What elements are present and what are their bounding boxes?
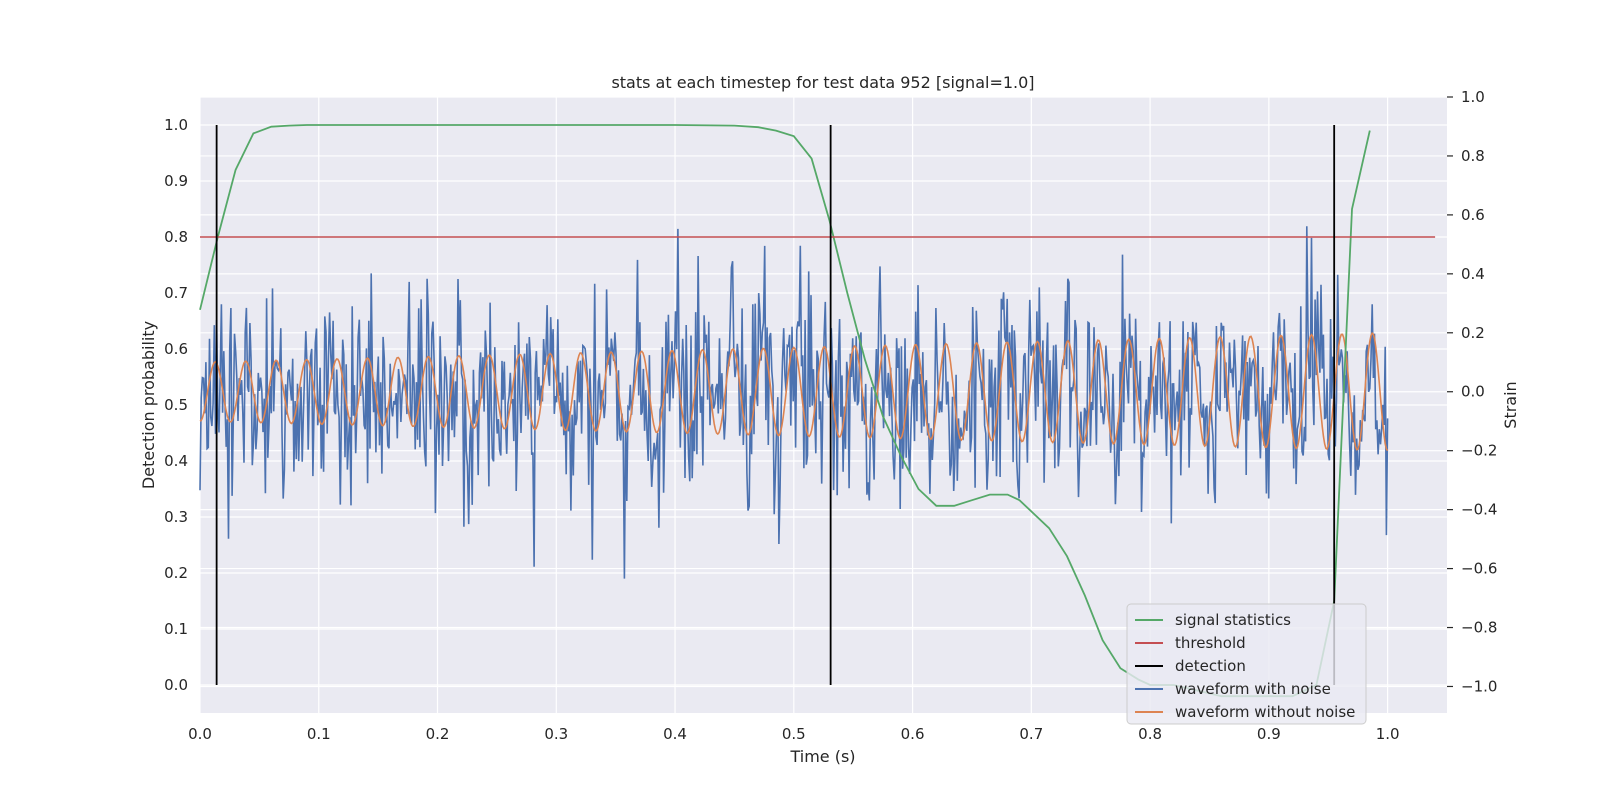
y2-tick-label: −0.2 [1461, 442, 1497, 460]
x-tick-label: 0.6 [901, 725, 925, 743]
legend-label: detection [1175, 657, 1246, 675]
x-axis-label: Time (s) [789, 747, 855, 766]
y2-tick-label: 0.8 [1461, 147, 1485, 165]
y-tick-label: 0.1 [164, 620, 188, 638]
y-axis-label: Detection probability [139, 321, 158, 489]
legend-label: waveform with noise [1175, 680, 1331, 698]
y2-tick-label: 1.0 [1461, 88, 1485, 106]
y-tick-label: 0.2 [164, 564, 188, 582]
y-tick-label: 0.7 [164, 284, 188, 302]
x-tick-label: 0.8 [1138, 725, 1162, 743]
x-tick-label: 0.7 [1019, 725, 1043, 743]
y2-tick-label: 0.0 [1461, 383, 1485, 401]
legend-label: waveform without noise [1175, 703, 1355, 721]
y2-tick-label: 0.2 [1461, 324, 1485, 342]
x-tick-label: 1.0 [1376, 725, 1400, 743]
series-waveform-with-noise [199, 226, 1389, 579]
y-tick-label: 1.0 [164, 116, 188, 134]
y2-tick-label: −1.0 [1461, 677, 1497, 695]
y-tick-label: 0.8 [164, 228, 188, 246]
x-tick-label: 0.3 [544, 725, 568, 743]
legend-label: signal statistics [1175, 611, 1291, 629]
y2-tick-label: −0.6 [1461, 560, 1497, 578]
y-tick-label: 0.5 [164, 396, 188, 414]
legend-box [1126, 603, 1367, 725]
y2-tick-label: 0.6 [1461, 206, 1485, 224]
y2-tick-label: −0.4 [1461, 501, 1497, 519]
y-tick-label: 0.4 [164, 452, 188, 470]
y2-tick-label: 0.4 [1461, 265, 1485, 283]
x-tick-label: 0.9 [1257, 725, 1281, 743]
y2-tick-label: −0.8 [1461, 619, 1497, 637]
legend-label: threshold [1175, 634, 1246, 652]
legend: signal statistics threshold detection wavef… [1126, 603, 1367, 725]
x-tick-label: 0.1 [307, 725, 331, 743]
x-tick-label: 0.0 [188, 725, 212, 743]
x-tick-label: 0.5 [782, 725, 806, 743]
y-tick-label: 0.0 [164, 676, 188, 694]
chart-title: stats at each timestep for test data 952… [611, 73, 1034, 92]
y-tick-label: 0.3 [164, 508, 188, 526]
y-tick-label: 0.6 [164, 340, 188, 358]
y-tick-label: 0.9 [164, 172, 188, 190]
series-waveform-without-noise [199, 331, 1389, 452]
x-tick-label: 0.2 [426, 725, 450, 743]
y2-axis-label: Strain [1501, 381, 1520, 428]
x-tick-label: 0.4 [663, 725, 687, 743]
ticks: 0.0 0.1 0.2 0.3 0.4 0.5 0.6 0.7 0.8 0.9 1.0 0.0 0.1 0… [164, 88, 1497, 743]
